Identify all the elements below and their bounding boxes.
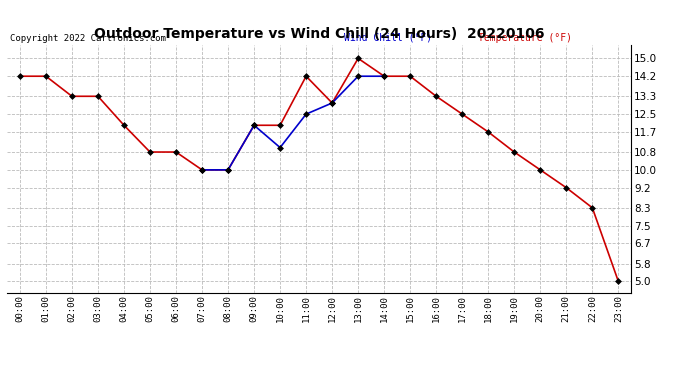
Text: Copyright 2022 Cartronics.com: Copyright 2022 Cartronics.com xyxy=(10,33,166,42)
Title: Outdoor Temperature vs Wind Chill (24 Hours)  20220106: Outdoor Temperature vs Wind Chill (24 Ho… xyxy=(94,27,544,41)
Text: Wind Chill (°F): Wind Chill (°F) xyxy=(344,33,432,42)
Text: Temperature (°F): Temperature (°F) xyxy=(478,33,573,42)
